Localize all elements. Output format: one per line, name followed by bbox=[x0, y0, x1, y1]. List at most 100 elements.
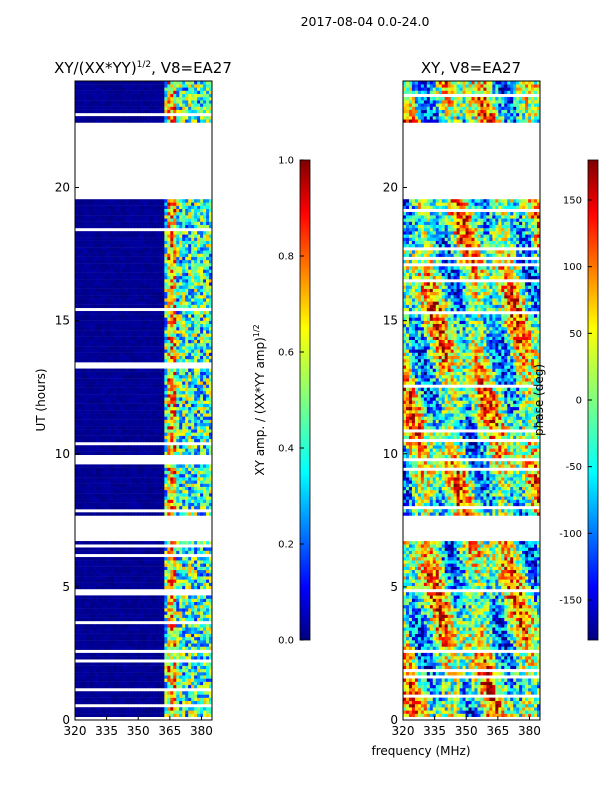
heatmap-cell bbox=[134, 358, 138, 363]
heatmap-cell bbox=[209, 541, 212, 545]
heatmap-cell bbox=[143, 410, 147, 414]
heatmap-cell bbox=[95, 483, 100, 487]
heatmap-cell bbox=[131, 387, 135, 392]
heatmap-cell bbox=[113, 422, 118, 427]
heatmap-cell bbox=[143, 604, 147, 609]
heatmap-cell bbox=[89, 470, 94, 475]
heatmap-cell bbox=[137, 512, 141, 516]
heatmap-cell bbox=[128, 566, 132, 571]
heatmap-cell bbox=[152, 582, 156, 587]
heatmap-cell bbox=[158, 630, 162, 634]
heatmap-cell bbox=[80, 477, 85, 481]
heatmap-cell bbox=[158, 301, 162, 305]
heatmap-cell bbox=[75, 489, 79, 494]
heatmap-cell bbox=[191, 301, 195, 305]
heatmap-cell bbox=[161, 579, 165, 583]
heatmap-cell bbox=[77, 557, 82, 561]
heatmap-cell bbox=[188, 416, 192, 420]
heatmap-cell bbox=[194, 477, 198, 481]
heatmap-cell bbox=[167, 665, 171, 670]
heatmap-cell bbox=[209, 298, 212, 302]
heatmap-cell bbox=[143, 390, 147, 395]
heatmap-cell bbox=[107, 573, 112, 577]
heatmap-cell bbox=[191, 569, 195, 574]
heatmap-cell bbox=[200, 346, 204, 350]
heatmap-cell bbox=[191, 422, 195, 427]
heatmap-cell bbox=[203, 390, 207, 395]
heatmap-cell bbox=[92, 668, 97, 673]
heatmap-cell bbox=[101, 355, 106, 360]
heatmap-cell bbox=[200, 470, 204, 475]
heatmap-cell bbox=[185, 387, 189, 392]
heatmap-cell bbox=[101, 595, 106, 599]
heatmap-cell bbox=[146, 477, 150, 481]
heatmap-cell bbox=[152, 483, 156, 487]
heatmap-cell bbox=[152, 327, 156, 331]
heatmap-cell bbox=[125, 563, 130, 567]
heatmap-cell bbox=[92, 451, 97, 456]
heatmap-cell bbox=[80, 566, 85, 571]
heatmap-cell bbox=[185, 384, 189, 388]
heatmap-cell bbox=[134, 311, 138, 315]
heatmap-cell bbox=[137, 330, 141, 334]
heatmap-cell bbox=[143, 480, 147, 484]
heatmap-cell bbox=[116, 662, 121, 666]
heatmap-cell bbox=[137, 672, 141, 676]
heatmap-cell bbox=[75, 595, 79, 599]
heatmap-cell bbox=[179, 381, 183, 385]
heatmap-cell bbox=[170, 681, 174, 686]
heatmap-cell bbox=[164, 665, 168, 670]
heatmap-cell bbox=[119, 374, 124, 379]
heatmap-cell bbox=[104, 684, 109, 689]
heatmap-cell bbox=[182, 320, 186, 325]
heatmap-cell bbox=[98, 489, 103, 494]
heatmap-cell bbox=[167, 470, 171, 475]
heatmap-cell bbox=[104, 381, 109, 385]
heatmap-cell bbox=[191, 470, 195, 475]
heatmap-cell bbox=[137, 336, 141, 340]
heatmap-cell bbox=[164, 355, 168, 360]
heatmap-cell bbox=[131, 298, 135, 302]
heatmap-cell bbox=[194, 419, 198, 424]
heatmap-cell bbox=[146, 480, 150, 484]
heatmap-cell bbox=[131, 374, 135, 379]
heatmap-cell bbox=[170, 339, 174, 344]
heatmap-cell bbox=[161, 630, 165, 634]
heatmap-cell bbox=[194, 394, 198, 398]
heatmap-cell bbox=[191, 464, 195, 468]
heatmap-cell bbox=[125, 314, 130, 318]
heatmap-cell bbox=[155, 493, 159, 497]
heatmap-cell bbox=[143, 499, 147, 503]
heatmap-cell bbox=[170, 403, 174, 408]
heatmap-cell bbox=[149, 426, 153, 430]
heatmap-cell bbox=[176, 406, 180, 411]
heatmap-cell bbox=[125, 451, 130, 456]
heatmap-cell bbox=[92, 387, 97, 392]
heatmap-cell bbox=[75, 636, 79, 641]
heatmap-cell bbox=[77, 320, 82, 325]
heatmap-cell bbox=[125, 681, 130, 686]
heatmap-cell bbox=[173, 710, 177, 714]
heatmap-cell bbox=[122, 387, 127, 392]
heatmap-cell bbox=[179, 573, 183, 577]
heatmap-cell bbox=[209, 445, 212, 449]
heatmap-cell bbox=[77, 627, 82, 631]
heatmap-cell bbox=[98, 601, 103, 606]
heatmap-cell bbox=[146, 691, 150, 695]
heatmap-cell bbox=[83, 480, 88, 484]
heatmap-cell bbox=[185, 684, 189, 689]
heatmap-cell bbox=[137, 604, 141, 609]
heatmap-cell bbox=[95, 381, 100, 385]
heatmap-cell bbox=[137, 352, 141, 356]
heatmap-cell bbox=[137, 381, 141, 385]
heatmap-cell bbox=[200, 355, 204, 360]
heatmap-cell bbox=[206, 477, 210, 481]
heatmap-cell bbox=[98, 426, 103, 430]
heatmap-cell bbox=[80, 381, 85, 385]
heatmap-cell bbox=[194, 438, 198, 443]
heatmap-cell bbox=[176, 681, 180, 686]
heatmap-cell bbox=[176, 368, 180, 372]
heatmap-cell bbox=[101, 557, 106, 561]
heatmap-cell bbox=[158, 499, 162, 503]
heatmap-cell bbox=[188, 643, 192, 647]
